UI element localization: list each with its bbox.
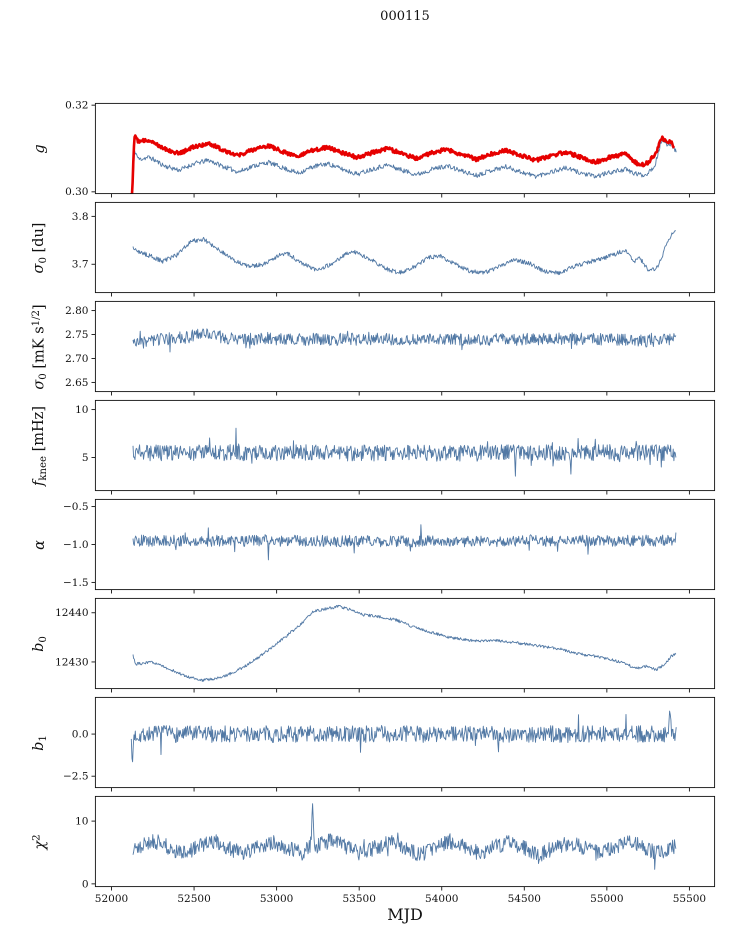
- series-g-red: [130, 134, 676, 194]
- series-fknee: [132, 427, 677, 477]
- y-axis-label-segment: 1/2: [30, 309, 42, 326]
- series-alpha: [132, 524, 677, 561]
- plot-box: [94, 300, 716, 393]
- y-axis-label-b0: b0: [31, 636, 49, 652]
- panel-chi2: 0 10: [75, 795, 716, 891]
- y-tick-label: 2.80: [65, 305, 88, 317]
- y-axis-label-segment: [mK s: [31, 325, 48, 373]
- x-tick-label: 53000: [259, 893, 294, 905]
- y-axis-label-segment: α: [32, 539, 48, 550]
- x-tick-label: 52000: [94, 893, 129, 905]
- plot-box: [94, 102, 716, 195]
- y-tick-label: −1.0: [63, 539, 89, 551]
- y-axis-label-sigma0-du: σ0 [du]: [31, 222, 49, 273]
- series-g-blue: [130, 139, 677, 192]
- chart-title: 000115: [380, 9, 430, 24]
- plot-box: [94, 795, 716, 888]
- plot-box: [94, 498, 716, 591]
- panel-alpha: −1.5 −1.0 −0.5: [63, 498, 716, 594]
- y-tick-label: 5: [82, 452, 89, 464]
- plot-box: [94, 696, 716, 789]
- panel-b1: −2.5 0.0: [63, 696, 716, 792]
- y-axis-label-segment: σ: [31, 379, 48, 390]
- y-axis-label-segment: [mHz]: [31, 405, 48, 456]
- y-axis-label-g: g: [32, 144, 48, 153]
- series-sigma0-du: [132, 230, 677, 276]
- y-tick-label: 10: [75, 816, 88, 828]
- y-axis-label-segment: knee: [37, 455, 49, 481]
- y-axis-label-sigma0-mks: σ0 [mK s1/2]: [31, 304, 49, 389]
- x-tick-label: 55500: [672, 893, 707, 905]
- y-axis-label-chi2: χ2: [32, 834, 49, 849]
- panel-fknee: 5 10: [75, 399, 716, 495]
- y-tick-label: 3.8: [72, 211, 89, 223]
- x-tick-label: 55000: [590, 893, 624, 905]
- x-tick-label: 52500: [177, 893, 211, 905]
- y-axis-label-segment: b: [31, 642, 48, 652]
- series-sigma0-mks: [132, 328, 677, 353]
- x-tick-label: 53500: [342, 893, 376, 905]
- panel-g: 0.30 0.32: [65, 100, 716, 198]
- y-axis-label-segment: ]: [31, 303, 48, 310]
- y-tick-label: 2.75: [65, 329, 88, 341]
- panel-b0: 12430 12440: [55, 597, 716, 693]
- y-axis-label-fknee: fknee [mHz]: [31, 406, 49, 486]
- y-tick-label: 2.65: [65, 377, 88, 389]
- y-axis-label-segment: g: [32, 143, 48, 154]
- y-tick-label: 3.7: [72, 259, 89, 271]
- plot-box: [94, 399, 716, 492]
- y-tick-label: −1.5: [63, 577, 89, 589]
- y-tick-label: 0: [82, 878, 89, 890]
- y-tick-label: −0.5: [63, 501, 89, 513]
- y-tick-label: 12430: [55, 656, 88, 668]
- series-chi2: [132, 803, 677, 870]
- y-axis-label-segment: 0: [38, 372, 50, 380]
- x-axis-label: MJD: [387, 905, 423, 924]
- y-axis-label-segment: 0: [37, 256, 49, 264]
- series-b0: [132, 604, 677, 682]
- y-axis-label-segment: [du]: [31, 222, 48, 257]
- y-axis-label-alpha: α: [32, 540, 48, 550]
- plot-box: [94, 597, 716, 690]
- x-tick-label: 54500: [507, 893, 541, 905]
- panel-sigma0-mks: 2.65 2.70 2.75 2.80: [65, 300, 716, 396]
- x-tick-label: 54000: [425, 893, 459, 905]
- plot-box: [94, 201, 716, 294]
- series-b1: [130, 710, 677, 763]
- y-tick-label: −2.5: [63, 771, 89, 783]
- y-axis-label-segment: σ: [31, 263, 48, 273]
- panel-sigma0-du: 3.7 3.8: [72, 201, 716, 297]
- y-axis-label-segment: b: [31, 741, 48, 751]
- y-tick-label: 12440: [55, 607, 88, 619]
- y-tick-label: 0.0: [72, 728, 89, 740]
- y-axis-label-segment: χ: [32, 840, 49, 850]
- y-axis-label-segment: 0: [37, 635, 49, 643]
- y-axis-label-b1: b1: [31, 735, 49, 751]
- y-axis-label-segment: 2: [31, 833, 43, 841]
- y-tick-label: 0.32: [65, 100, 88, 112]
- y-tick-label: 0.30: [65, 186, 88, 198]
- y-tick-label: 2.70: [65, 353, 88, 365]
- y-tick-label: 10: [75, 404, 88, 416]
- y-axis-label-segment: 1: [37, 734, 49, 742]
